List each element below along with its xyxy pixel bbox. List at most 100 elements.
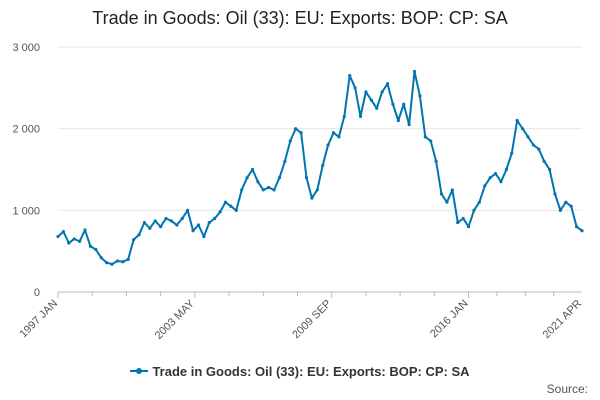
data-point[interactable] [94, 247, 98, 252]
data-point[interactable] [132, 238, 136, 242]
data-point[interactable] [450, 188, 454, 192]
data-point[interactable] [78, 239, 82, 243]
data-point[interactable] [385, 82, 390, 86]
data-point[interactable] [499, 180, 503, 184]
data-point[interactable] [283, 159, 287, 163]
data-point[interactable] [407, 122, 411, 127]
data-point[interactable] [148, 226, 152, 230]
data-point[interactable] [261, 188, 265, 192]
data-point[interactable] [175, 223, 179, 227]
data-point[interactable] [202, 234, 206, 239]
data-point[interactable] [56, 234, 60, 239]
data-point[interactable] [520, 127, 525, 131]
data-point[interactable] [277, 176, 282, 180]
data-point[interactable] [142, 220, 147, 225]
data-point[interactable] [67, 241, 71, 245]
data-point[interactable] [477, 200, 481, 204]
data-point[interactable] [493, 171, 498, 176]
data-point[interactable] [240, 188, 244, 192]
data-point[interactable] [83, 228, 87, 232]
data-point[interactable] [574, 225, 579, 229]
data-point[interactable] [223, 200, 228, 204]
data-point[interactable] [229, 204, 233, 208]
data-point[interactable] [315, 188, 319, 192]
data-point[interactable] [331, 131, 336, 135]
data-point[interactable] [547, 167, 552, 172]
data-point[interactable] [375, 106, 379, 110]
data-point[interactable] [99, 256, 103, 260]
data-point[interactable] [121, 260, 125, 264]
data-point[interactable] [256, 180, 260, 184]
data-point[interactable] [542, 159, 546, 163]
data-point[interactable] [429, 139, 433, 143]
data-point[interactable] [515, 118, 519, 123]
data-point[interactable] [61, 229, 66, 234]
x-tick-label: 2016 JAN [428, 298, 471, 341]
data-point[interactable] [105, 261, 109, 265]
data-point[interactable] [439, 192, 444, 196]
data-point[interactable] [213, 216, 217, 221]
data-point[interactable] [358, 114, 363, 119]
data-point[interactable] [191, 229, 195, 233]
data-point[interactable] [580, 229, 584, 233]
data-point[interactable] [234, 208, 238, 212]
data-point[interactable] [418, 94, 422, 98]
data-point[interactable] [564, 200, 568, 204]
data-point[interactable] [88, 244, 93, 248]
data-point[interactable] [461, 216, 465, 221]
data-point[interactable] [466, 225, 471, 229]
data-point[interactable] [456, 220, 460, 225]
data-point[interactable] [348, 73, 352, 78]
data-point[interactable] [412, 69, 417, 74]
data-point[interactable] [553, 192, 557, 196]
data-point[interactable] [531, 143, 535, 147]
data-point[interactable] [245, 176, 249, 180]
data-point[interactable] [321, 163, 325, 168]
data-point[interactable] [396, 118, 400, 123]
data-point[interactable] [558, 208, 562, 212]
data-point[interactable] [72, 237, 76, 241]
data-point[interactable] [126, 257, 130, 261]
data-point[interactable] [137, 233, 141, 237]
data-point[interactable] [310, 196, 314, 200]
data-point[interactable] [207, 220, 211, 225]
data-point[interactable] [380, 90, 384, 94]
data-point[interactable] [153, 219, 157, 223]
data-point[interactable] [272, 188, 276, 192]
data-point[interactable] [526, 135, 530, 139]
data-point[interactable] [364, 90, 368, 94]
data-point[interactable] [115, 259, 120, 263]
legend[interactable]: Trade in Goods: Oil (33): EU: Exports: B… [0, 364, 600, 379]
data-point[interactable] [196, 223, 201, 227]
data-point[interactable] [267, 185, 271, 190]
data-point[interactable] [472, 208, 476, 212]
data-point[interactable] [337, 135, 341, 139]
data-point[interactable] [304, 176, 309, 180]
data-point[interactable] [250, 167, 255, 172]
data-point[interactable] [445, 200, 449, 204]
data-point[interactable] [294, 127, 298, 131]
data-point[interactable] [169, 219, 174, 223]
data-point[interactable] [488, 176, 492, 180]
data-point[interactable] [353, 86, 357, 90]
data-point[interactable] [164, 216, 168, 221]
data-point[interactable] [402, 102, 406, 106]
data-point[interactable] [159, 225, 163, 229]
data-point[interactable] [369, 98, 373, 102]
data-point[interactable] [342, 114, 346, 119]
data-point[interactable] [391, 102, 395, 106]
data-point[interactable] [504, 167, 508, 172]
data-point[interactable] [110, 262, 114, 266]
data-point[interactable] [483, 184, 487, 188]
data-point[interactable] [537, 147, 541, 151]
data-point[interactable] [299, 131, 303, 135]
data-point[interactable] [288, 139, 292, 143]
data-point[interactable] [569, 204, 573, 208]
data-point[interactable] [180, 216, 184, 221]
data-point[interactable] [510, 151, 514, 155]
data-point[interactable] [326, 143, 330, 147]
data-point[interactable] [434, 159, 438, 163]
data-point[interactable] [423, 135, 427, 139]
data-point[interactable] [186, 208, 190, 212]
data-point[interactable] [218, 210, 222, 214]
